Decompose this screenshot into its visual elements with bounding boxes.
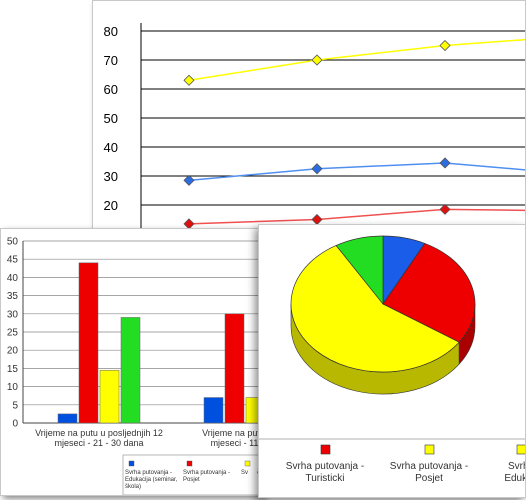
data-point (439, 39, 451, 52)
y-tick-label: 35 (7, 291, 19, 302)
series-line (188, 162, 525, 182)
y-tick-label: 30 (104, 169, 118, 184)
category-label: Vrijeme na putu u p (202, 428, 263, 438)
y-tick-label: 40 (7, 273, 19, 284)
data-point (311, 163, 323, 175)
y-tick-label: 5 (12, 400, 18, 411)
pie-chart-panel: Svrha putovanja - Turisticki Svrha putovan… (258, 224, 526, 498)
data-point (183, 74, 195, 86)
bar (57, 413, 78, 424)
bar (99, 369, 120, 424)
legend-label: Svrha (508, 461, 525, 472)
y-tick-label: 80 (104, 24, 118, 39)
y-tick-label: 0 (12, 419, 18, 430)
pie-slice (382, 242, 476, 343)
series-line (188, 38, 525, 82)
y-tick-label: 10 (7, 382, 19, 393)
legend-swatch (244, 460, 251, 467)
legend-swatch (320, 444, 331, 455)
legend-label: Turisticki (305, 473, 344, 484)
category-label: Vrijeme na putu u posljednjih 12 (35, 428, 163, 438)
y-tick-label: 15 (7, 364, 19, 375)
legend-swatch (186, 460, 193, 467)
data-point (439, 157, 451, 169)
legend-swatch (516, 444, 525, 455)
y-tick-label: 20 (104, 198, 118, 213)
legend-label: Svrha putovanja - (125, 470, 172, 476)
y-tick-label: 45 (7, 255, 19, 266)
legend-label: Posjet (183, 477, 200, 483)
y-tick-label: 20 (7, 346, 19, 357)
category-label: mjeseci - 11 - 2 (211, 438, 263, 448)
bar-chart-panel: 50 45 40 35 30 25 20 15 10 5 0 Vrijeme na putu u po… (0, 228, 264, 496)
pie-slice (290, 245, 460, 373)
legend-swatch (424, 444, 435, 455)
data-point (439, 203, 451, 215)
legend-label: Posjet (415, 473, 443, 484)
legend-swatch (128, 460, 135, 467)
legend-label: Edukacija (seminar, (125, 477, 178, 483)
data-point (183, 174, 195, 186)
legend-label: Svrha putovanja - (390, 461, 468, 472)
legend-label: škola) (125, 484, 141, 490)
category-label: mjeseci - 21 - 30 dana (54, 438, 143, 448)
data-point (311, 54, 323, 66)
y-tick-label: 70 (104, 53, 118, 68)
y-tick-label: 50 (7, 237, 19, 248)
bar (224, 313, 245, 424)
bar (203, 397, 224, 424)
legend-label: Edukac (504, 473, 525, 484)
y-tick-label: 60 (104, 82, 118, 97)
pie-slice (335, 235, 384, 305)
bar (78, 262, 99, 424)
y-tick-label: 50 (104, 111, 118, 126)
data-point (311, 213, 323, 226)
series-line (188, 208, 525, 225)
legend-label: Sv (241, 470, 248, 476)
bar (120, 317, 141, 424)
y-tick-label: 25 (7, 328, 19, 339)
legend-box (122, 454, 263, 495)
y-tick-label: 30 (7, 309, 19, 320)
legend-label: Svrha putovanja - (183, 470, 230, 476)
y-tick-label: 40 (104, 140, 118, 155)
legend-label: Svrha putovanja - (286, 461, 364, 472)
